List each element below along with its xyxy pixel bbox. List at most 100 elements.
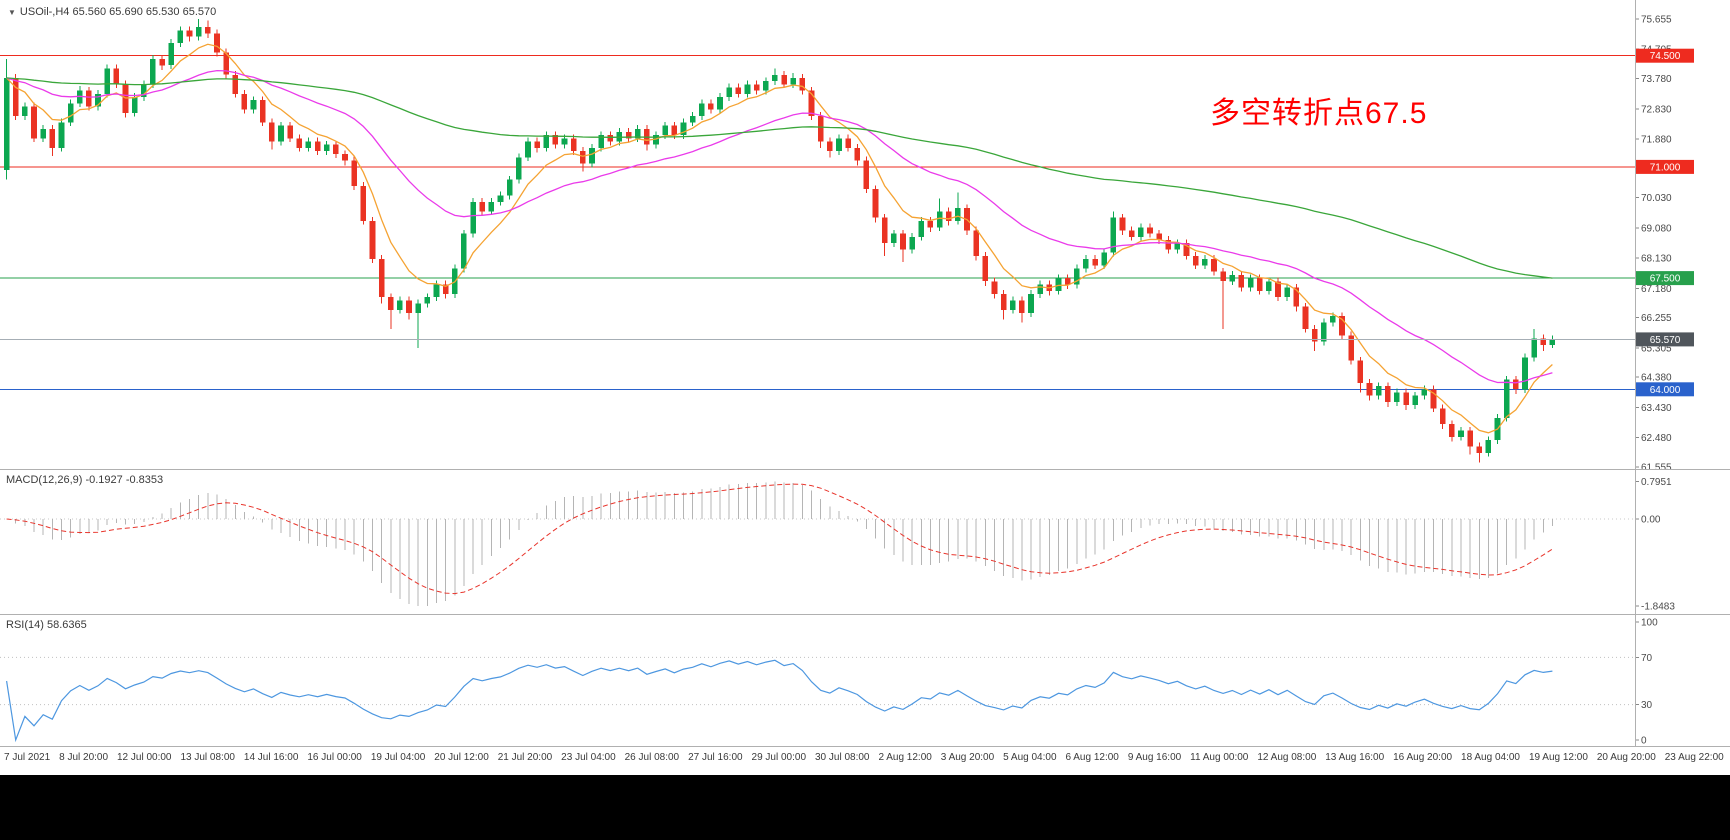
candle-body xyxy=(296,138,303,148)
candle-body xyxy=(1321,322,1327,342)
candle-body xyxy=(177,30,184,43)
candle-body xyxy=(662,125,668,136)
candle-body xyxy=(397,300,403,310)
candle-body xyxy=(360,186,367,221)
candle-body xyxy=(3,77,10,170)
time-axis-label: 29 Jul 00:00 xyxy=(751,752,807,763)
time-axis-label: 21 Jul 20:00 xyxy=(497,752,553,763)
time-axis-label: 16 Jul 00:00 xyxy=(307,752,362,763)
candle-body xyxy=(250,100,257,110)
candle-body xyxy=(781,74,787,85)
rsi-line xyxy=(6,659,1553,743)
candle-body xyxy=(1174,243,1181,250)
time-axis-label: 14 Jul 16:00 xyxy=(243,752,299,763)
candle-body xyxy=(845,138,851,148)
candle-body xyxy=(900,233,906,250)
time-axis-label: 27 Jul 16:00 xyxy=(688,752,743,763)
main-price-chart[interactable]: 75.65574.70573.78072.83071.88070.95570.0… xyxy=(0,0,1730,470)
candle-body xyxy=(1513,379,1519,390)
time-axis-label: 2 Aug 12:00 xyxy=(878,752,932,763)
price-badge xyxy=(1636,332,1694,347)
candle-body xyxy=(232,74,238,94)
candle-body xyxy=(223,52,229,75)
time-axis-label: 8 Jul 20:00 xyxy=(59,752,109,763)
time-axis-label: 7 Jul 2021 xyxy=(4,752,51,763)
candle-body xyxy=(369,220,376,259)
candle-body xyxy=(1503,379,1510,418)
candle-body xyxy=(1019,300,1025,313)
candle-body xyxy=(927,220,934,228)
time-axis-label: 9 Aug 16:00 xyxy=(1127,752,1182,763)
candle-body xyxy=(863,160,870,190)
candle-body xyxy=(342,154,348,161)
candle-body xyxy=(314,141,321,151)
candle-body xyxy=(1302,306,1309,329)
candle-body xyxy=(1192,255,1199,266)
candle-body xyxy=(1394,392,1400,402)
time-axis-label: 5 Aug 04:00 xyxy=(1003,752,1057,763)
price-axis-label: 67.180 xyxy=(1641,284,1672,295)
time-axis[interactable]: 7 Jul 2021 8 Jul 20:00 12 Jul 00:00 13 Jul … xyxy=(0,747,1730,775)
collapse-arrow-icon[interactable]: ▼ xyxy=(8,8,16,17)
rsi-panel[interactable]: 100 70 30 0 xyxy=(0,615,1730,747)
candle-body xyxy=(1165,240,1172,250)
time-axis-label: 12 Aug 08:00 xyxy=(1257,752,1317,763)
price-axis-label: 73.780 xyxy=(1641,74,1672,85)
macd-indicator-label: MACD(12,26,9) -0.1927 -0.8353 xyxy=(6,474,164,486)
candle-body xyxy=(214,33,220,53)
price-badge-label: 71.000 xyxy=(1650,162,1681,173)
candle-body xyxy=(195,27,202,37)
candle-body xyxy=(909,236,915,250)
time-axis-label: 11 Aug 00:00 xyxy=(1190,752,1249,763)
candle-body xyxy=(516,157,522,180)
candle-body xyxy=(699,103,705,116)
price-badge xyxy=(1636,382,1694,397)
candle-body xyxy=(1275,281,1281,298)
candle-body xyxy=(22,106,28,116)
candle-body xyxy=(351,160,357,186)
candle-body xyxy=(1439,408,1446,425)
candle-body xyxy=(589,147,595,164)
price-axis-label: 68.130 xyxy=(1641,254,1672,265)
time-axis-label: 20 Aug 20:00 xyxy=(1596,752,1656,763)
candle-body xyxy=(634,128,641,139)
candle-body xyxy=(827,141,833,151)
candle-body xyxy=(570,138,577,151)
candle-body xyxy=(1110,217,1117,253)
candle-body xyxy=(40,128,46,139)
candle-body xyxy=(488,201,495,212)
candle-body xyxy=(58,122,65,148)
rsi-axis-label: 0 xyxy=(1641,736,1647,747)
candle-body xyxy=(799,77,806,91)
candle-body xyxy=(854,147,861,161)
price-badge-label: 74.500 xyxy=(1650,51,1681,62)
candle-body xyxy=(1403,392,1409,406)
macd-panel[interactable]: 0.7951 0.00 -1.8483 xyxy=(0,470,1730,615)
time-axis-label: 19 Aug 12:00 xyxy=(1528,752,1588,763)
candle-body xyxy=(689,116,696,123)
candle-body xyxy=(205,27,211,34)
time-axis-label: 13 Aug 16:00 xyxy=(1325,752,1385,763)
candle-body xyxy=(753,84,760,91)
ma-line-7 xyxy=(6,43,1553,434)
candle-body xyxy=(1229,274,1236,282)
time-axis-label: 30 Jul 08:00 xyxy=(814,752,870,763)
ma-line-110 xyxy=(6,77,1553,279)
symbol-ohlc-text: USOil-,H4 65.560 65.690 65.530 65.570 xyxy=(19,6,217,18)
candle-body xyxy=(735,87,742,94)
candle-body xyxy=(1101,252,1107,266)
candle-body xyxy=(406,300,412,313)
candle-body xyxy=(1220,271,1226,282)
candle-body xyxy=(744,84,751,94)
price-axis-label: 69.080 xyxy=(1641,223,1672,234)
time-axis-label: 20 Jul 12:00 xyxy=(434,752,489,763)
candle-body xyxy=(1293,287,1300,307)
candle-body xyxy=(1348,335,1354,361)
time-axis-label: 13 Jul 08:00 xyxy=(180,752,235,763)
candle-body xyxy=(1092,259,1098,266)
candle-body xyxy=(680,122,687,136)
candle-body xyxy=(708,103,714,110)
candle-body xyxy=(113,68,120,85)
chinese-annotation-text[interactable]: 多空转折点67.5 xyxy=(1210,97,1428,130)
